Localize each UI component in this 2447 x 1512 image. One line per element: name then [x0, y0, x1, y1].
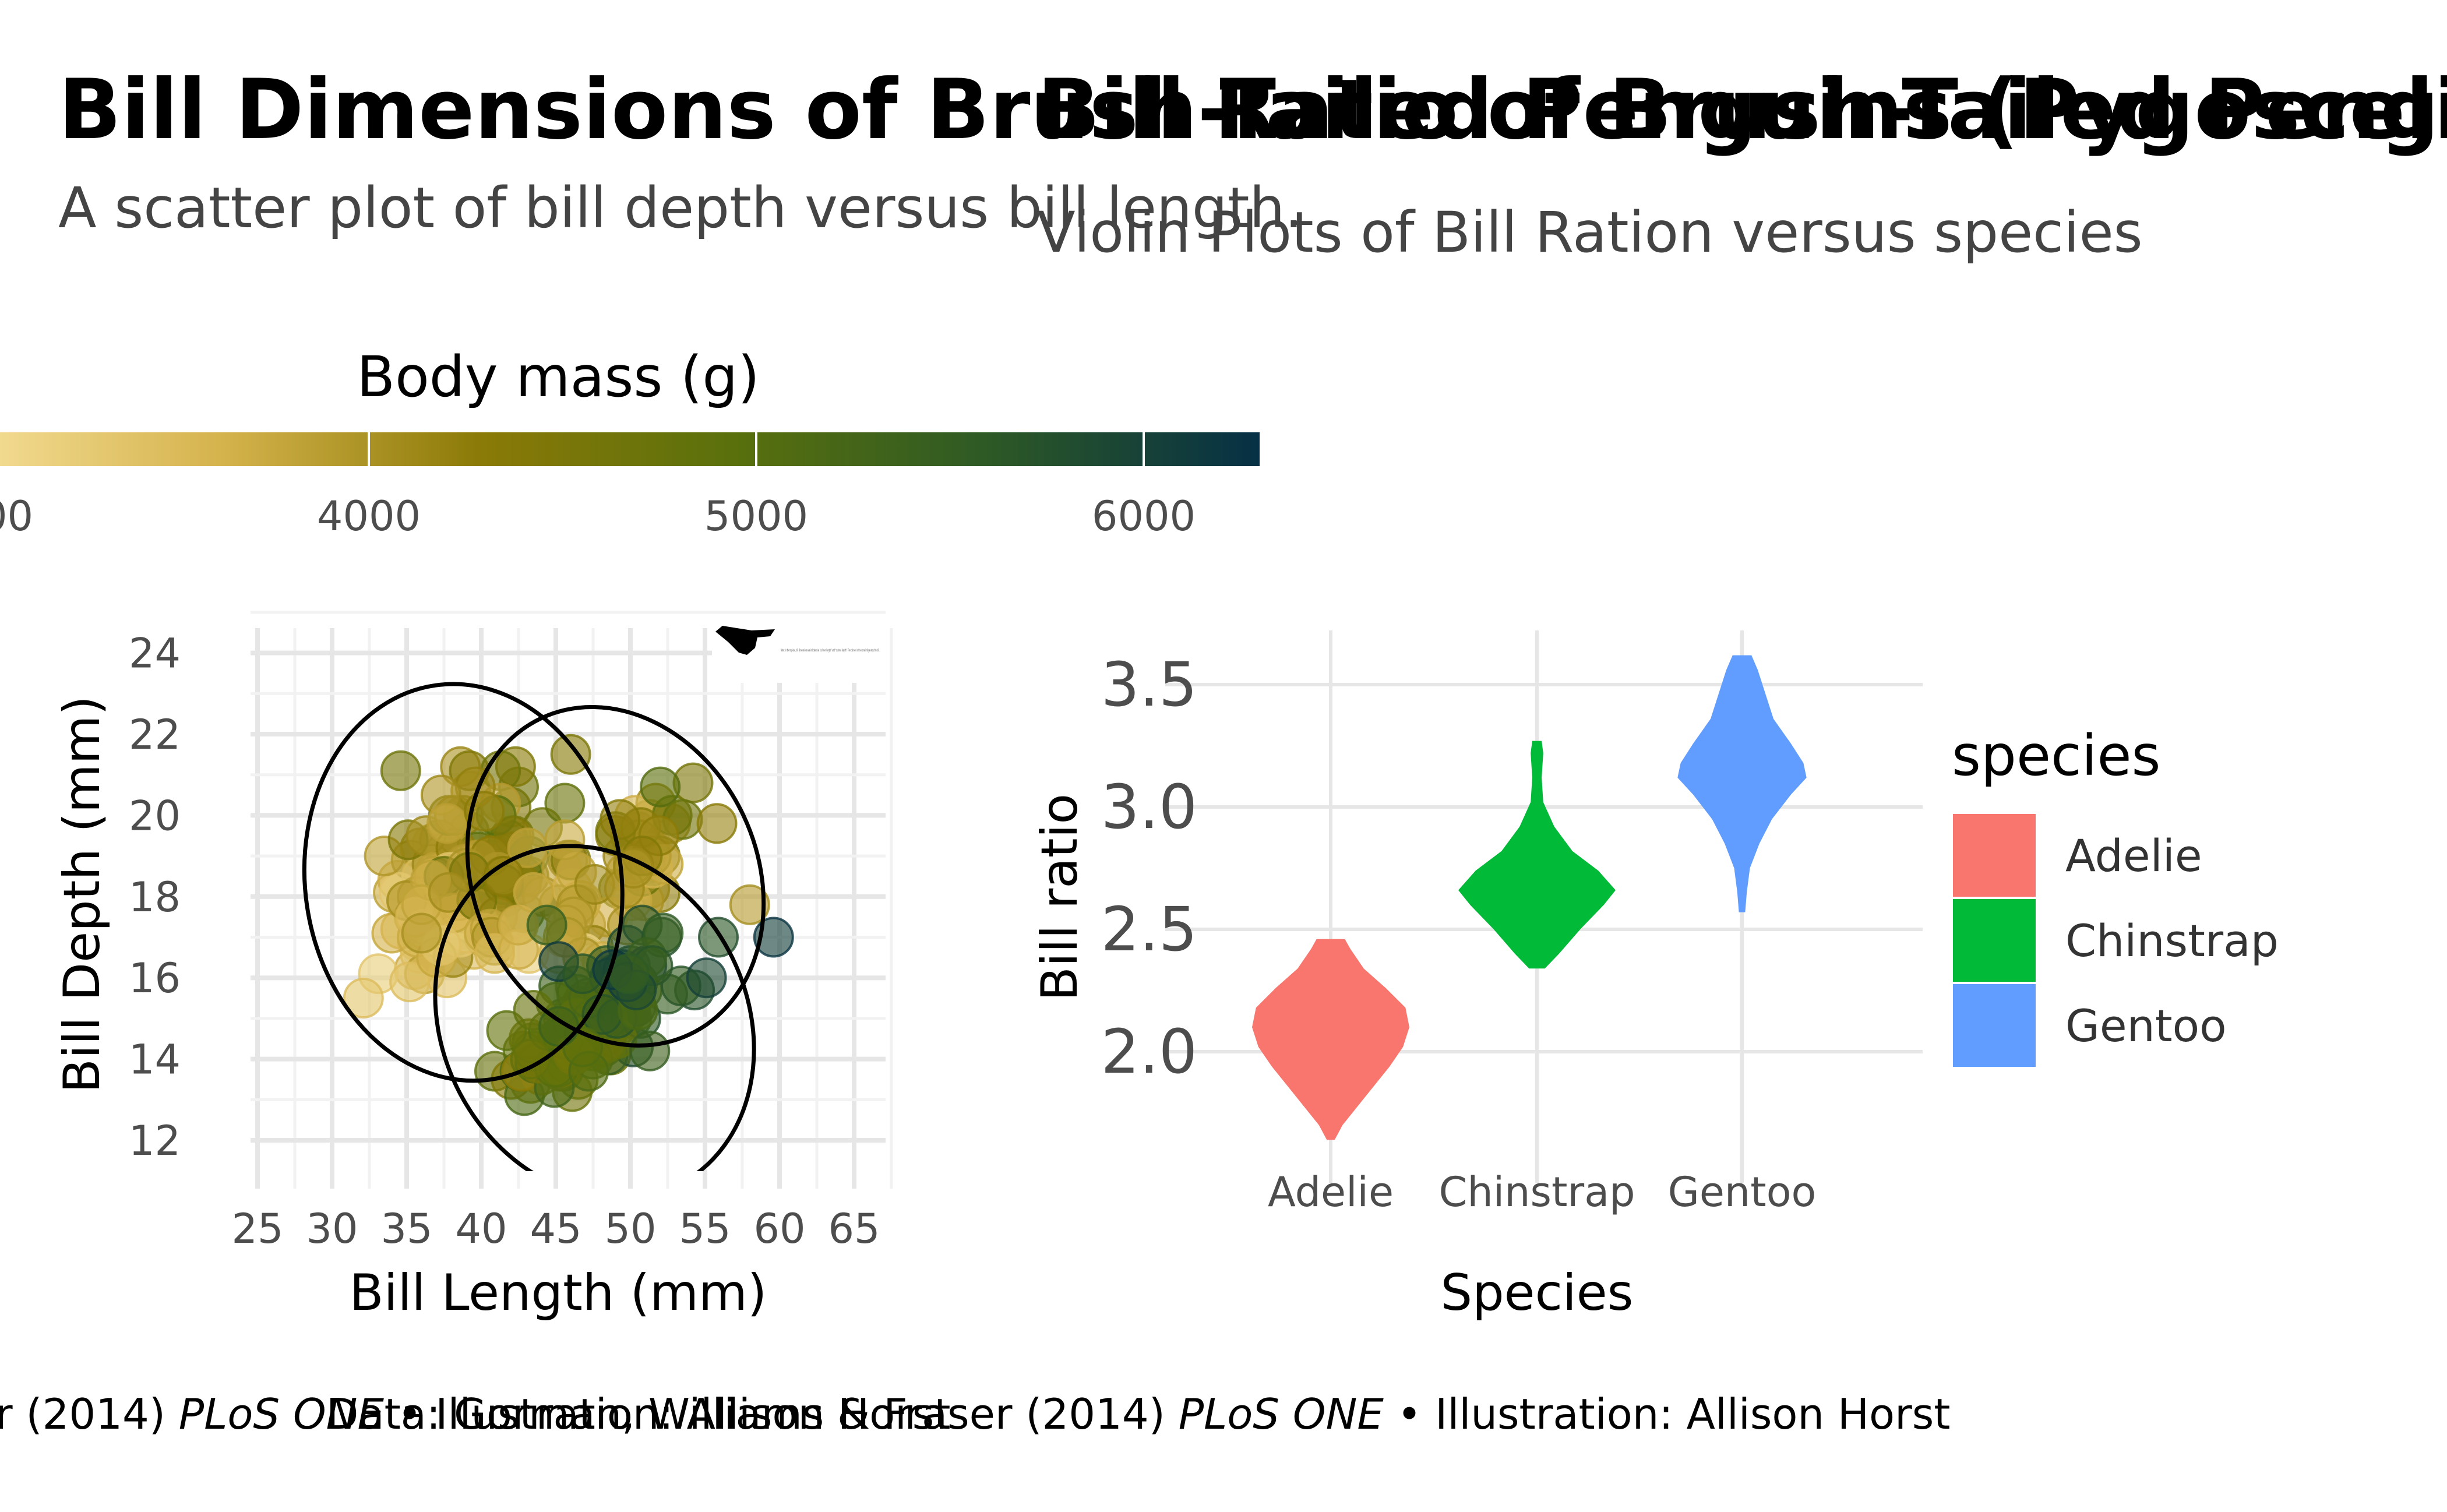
culmen-inset: Note: in the top-bar, bill dimensions ar…	[712, 625, 887, 683]
scatter-tick-labels: 25 30 35 40 45 50 55 60 65 12 14 16 18 20 22 24	[129, 630, 880, 1253]
violin-gentoo	[1677, 655, 1807, 912]
violin-x-tick-label: Adelie	[1268, 1168, 1394, 1216]
right-caption-credit: • Illustration: Allison Horst	[1384, 1390, 1951, 1439]
violin-panel: Bill Ratio of Brush-Tailed Penguins (Pyg…	[1031, 62, 2447, 1322]
scatter-y-tick-label: 12	[129, 1117, 181, 1165]
scatter-title: Bill Dimensions of Brush-Tailed Penguins…	[58, 62, 2447, 158]
body-mass-tick-label: 5000	[704, 492, 808, 540]
left-caption-credit: • Illustration: Allison Horst	[384, 1390, 951, 1439]
scatter-point	[526, 904, 567, 946]
violin-y-axis-label: Bill ratio	[1031, 794, 1089, 1001]
violin-x-tick-label: Gentoo	[1668, 1168, 1817, 1216]
legend-label-adelie: Adelie	[2065, 830, 2202, 882]
body-mass-legend-title: Body mass (g)	[357, 344, 760, 410]
legend-label-gentoo: Gentoo	[2065, 1000, 2227, 1052]
body-mass-colorbar	[0, 432, 1260, 466]
left-caption: r (2014) PLoS ONE • Illustration: Alliso…	[0, 1390, 951, 1439]
species-ellipses	[302, 682, 766, 1171]
scatter-point	[380, 750, 421, 791]
scatter-x-tick-label: 60	[753, 1205, 805, 1253]
scatter-point	[729, 884, 770, 925]
body-mass-tick-label: 3000	[0, 492, 33, 540]
ellipse-gentoo	[433, 844, 756, 1171]
violins	[1252, 655, 1807, 1140]
scatter-point	[640, 766, 681, 808]
scatter-x-tick-label: 25	[231, 1205, 283, 1253]
scatter-point	[544, 819, 586, 861]
ellipse-adelie	[302, 682, 625, 1083]
scatter-x-tick-label: 30	[306, 1205, 358, 1253]
penguin-bill-illustration	[715, 626, 775, 655]
scatter-x-tick-label: 40	[455, 1205, 507, 1253]
scatter-subtitle: A scatter plot of bill depth versus bill…	[58, 175, 1303, 241]
violin-chinstrap	[1458, 741, 1616, 969]
scatter-point	[550, 734, 591, 775]
scatter-point	[698, 917, 739, 958]
scatter-x-axis-label: Bill Length (mm)	[350, 1264, 767, 1322]
scatter-point	[544, 783, 586, 824]
scatter-x-tick-label: 65	[828, 1205, 880, 1253]
species-legend-keys: Adelie Chinstrap Gentoo	[1953, 814, 2279, 1067]
scatter-points	[343, 734, 794, 1116]
violin-title: Bill Ratio of Brush-Tailed Penguins (Pyg…	[1037, 62, 2447, 158]
species-legend: species Adelie Chinstrap Gentoo	[1952, 723, 2279, 1067]
scatter-y-tick-label: 20	[129, 792, 181, 840]
violin-tick-labels: Adelie Chinstrap Gentoo 2.0 2.5 3.0 3.5	[1101, 649, 1817, 1216]
scatter-x-tick-label: 55	[679, 1205, 731, 1253]
scatter-point	[426, 803, 468, 844]
violin-y-tick-label: 2.0	[1101, 1016, 1197, 1087]
right-caption-source: Data: Gorman, Williams & Fraser (2014)	[326, 1390, 1179, 1439]
scatter-y-axis-label: Bill Depth (mm)	[53, 696, 111, 1093]
scatter-point	[510, 1038, 551, 1080]
scatter-point	[343, 978, 384, 1018]
right-caption: Data: Gorman, Williams & Fraser (2014) P…	[326, 1390, 1950, 1439]
scatter-y-tick-label: 18	[129, 873, 181, 921]
legend-label-chinstrap: Chinstrap	[2065, 915, 2279, 967]
violin-y-tick-label: 3.5	[1101, 649, 1197, 720]
legend-key-chinstrap	[1953, 899, 2036, 982]
legend-key-gentoo	[1953, 984, 2036, 1067]
scatter-x-tick-label: 50	[604, 1205, 656, 1253]
violin-x-axis-label: Species	[1441, 1264, 1634, 1322]
left-caption-source: r (2014)	[0, 1390, 179, 1439]
ellipse-chinstrap	[465, 705, 766, 1048]
scatter-x-tick-label: 45	[530, 1205, 581, 1253]
body-mass-ticks: 3000 4000 5000 6000	[0, 432, 1196, 540]
scatter-point	[608, 953, 650, 995]
scatter-panel: Bill Dimensions of Brush-Tailed Penguins…	[0, 62, 2447, 1322]
scatter-point	[401, 912, 442, 954]
scatter-point	[686, 957, 727, 999]
body-mass-tick-label: 6000	[1092, 492, 1196, 540]
violin-x-tick-label: Chinstrap	[1438, 1168, 1635, 1216]
violin-adelie	[1252, 939, 1409, 1140]
violin-y-tick-label: 2.5	[1101, 894, 1197, 965]
culmen-note: Note: in the top-bar, bill dimensions ar…	[781, 648, 880, 653]
scatter-x-tick-label: 35	[380, 1205, 432, 1253]
scatter-point	[389, 961, 431, 1003]
scatter-y-tick-label: 22	[129, 711, 181, 759]
violin-subtitle: Violin Plots of Bill Ration versus speci…	[1037, 200, 2143, 265]
scatter-y-tick-label: 16	[129, 954, 181, 1002]
violin-y-tick-label: 3.0	[1101, 771, 1197, 843]
scatter-point	[629, 1030, 671, 1072]
scatter-point	[696, 803, 738, 844]
body-mass-tick-label: 4000	[317, 492, 421, 540]
body-mass-legend: Body mass (g) 3000 4000 5000 6000	[0, 344, 1260, 540]
scatter-y-tick-label: 24	[129, 630, 181, 678]
scatter-point	[600, 799, 641, 840]
right-caption-journal: PLoS ONE	[1179, 1390, 1384, 1439]
species-legend-title: species	[1952, 723, 2161, 788]
left-caption-journal: PLoS ONE	[179, 1390, 385, 1439]
scatter-y-tick-label: 14	[129, 1036, 181, 1084]
legend-key-adelie	[1953, 814, 2036, 897]
